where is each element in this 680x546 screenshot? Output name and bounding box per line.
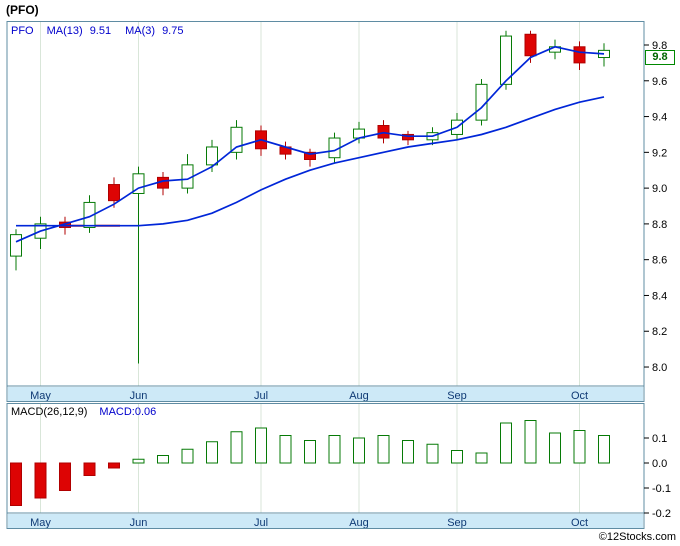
month-label: Jul: [254, 517, 268, 529]
macd-bar: [451, 450, 463, 464]
candle-body: [10, 234, 22, 257]
y-tick-label: 8.0: [652, 362, 667, 374]
macd-chart-canvas: May Jun Jul Aug Sep Oct 0.1 0.0 -0.1 -0.2: [6, 403, 671, 529]
legend-symbol: PFO: [11, 25, 34, 37]
macd-bar: [83, 462, 96, 476]
month-label: Oct: [571, 517, 588, 529]
y-tick-label: 9.8: [652, 40, 667, 52]
month-label: Jul: [254, 390, 268, 402]
month-label: May: [30, 390, 51, 402]
ma13-line: [16, 96, 605, 227]
y-tick-label: 8.2: [652, 326, 667, 338]
y-tick-label: 9.2: [652, 147, 667, 159]
legend-ma3-label: MA(3): [125, 25, 156, 37]
candle-body: [573, 46, 586, 64]
month-label: Jun: [130, 390, 148, 402]
y-tick-label: -0.2: [652, 508, 671, 520]
plot-border: [6, 403, 645, 529]
legend-ma3-value: 9.75: [162, 25, 184, 37]
candle-body: [524, 33, 537, 57]
macd-bar: [132, 458, 145, 464]
month-label: May: [30, 517, 51, 529]
macd-bar: [279, 435, 292, 464]
plot-border: [6, 21, 645, 402]
macd-bar: [157, 455, 169, 464]
candle-body: [206, 146, 218, 166]
month-label: Oct: [571, 390, 588, 402]
candle-body: [304, 151, 316, 160]
legend-ma13-label: MA(13): [46, 25, 83, 37]
price-chart-legend: PFO MA(13) 9.51 MA(3) 9.75: [11, 25, 197, 37]
y-tick-label: 9.6: [652, 76, 667, 88]
price-chart-canvas: May Jun Jul Aug Sep Oct 9.8 9.6 9.4 9.2 9.0 8.8 8.6 8…: [6, 21, 667, 402]
macd-bar: [206, 441, 218, 464]
y-tick-label: 9.4: [652, 112, 667, 124]
candle-body: [500, 35, 512, 85]
month-band: [8, 514, 643, 528]
macd-bar: [230, 431, 243, 464]
ma3-line: [15, 45, 605, 243]
candle-body: [230, 126, 243, 153]
macd-current-value: MACD:0.06: [99, 406, 157, 418]
macd-bar: [34, 462, 47, 499]
macd-legend: MACD(26,12,9) MACD:0.06: [11, 406, 156, 418]
y-tick-label: 8.8: [652, 219, 667, 231]
macd-bar: [524, 420, 537, 464]
y-tick-label: 8.4: [652, 290, 667, 302]
y-tick-label: 0.1: [652, 433, 667, 445]
legend-ma13-value: 9.51: [89, 25, 112, 37]
macd-bar: [573, 430, 586, 464]
month-label: Jun: [130, 517, 148, 529]
macd-bar: [475, 452, 488, 464]
macd-bar: [181, 448, 194, 464]
candle-body: [83, 201, 96, 228]
macd-bar: [255, 427, 267, 464]
macd-bar: [426, 443, 439, 464]
macd-bar: [304, 440, 316, 464]
macd-bar: [500, 422, 512, 464]
macd-bar: [353, 437, 365, 464]
macd-bar: [10, 462, 22, 506]
page-title: (PFO): [6, 3, 39, 17]
last-price-tag: 9.8: [645, 50, 675, 65]
candle-body: [402, 133, 414, 141]
month-band: [8, 387, 643, 401]
y-tick-label: 0.0: [652, 458, 667, 470]
y-tick-label: 8.6: [652, 255, 667, 267]
macd-bar: [598, 435, 610, 464]
candle-body: [377, 125, 390, 139]
macd-bar: [328, 435, 341, 464]
macd-bar: [59, 462, 71, 491]
candle-body: [108, 184, 120, 202]
month-label: Aug: [349, 517, 369, 529]
month-label: Sep: [447, 517, 467, 529]
macd-bar: [377, 435, 390, 464]
month-label: Aug: [349, 390, 369, 402]
macd-params-label: MACD(26,12,9): [11, 406, 88, 418]
credit-text: ©12Stocks.com: [598, 531, 676, 543]
month-label: Sep: [447, 390, 467, 402]
y-tick-label: -0.1: [652, 483, 671, 495]
y-tick-label: 9.0: [652, 183, 667, 195]
macd-bar: [108, 462, 120, 469]
macd-bar: [402, 440, 414, 464]
macd-bar: [549, 432, 561, 464]
candle-body: [132, 173, 145, 194]
